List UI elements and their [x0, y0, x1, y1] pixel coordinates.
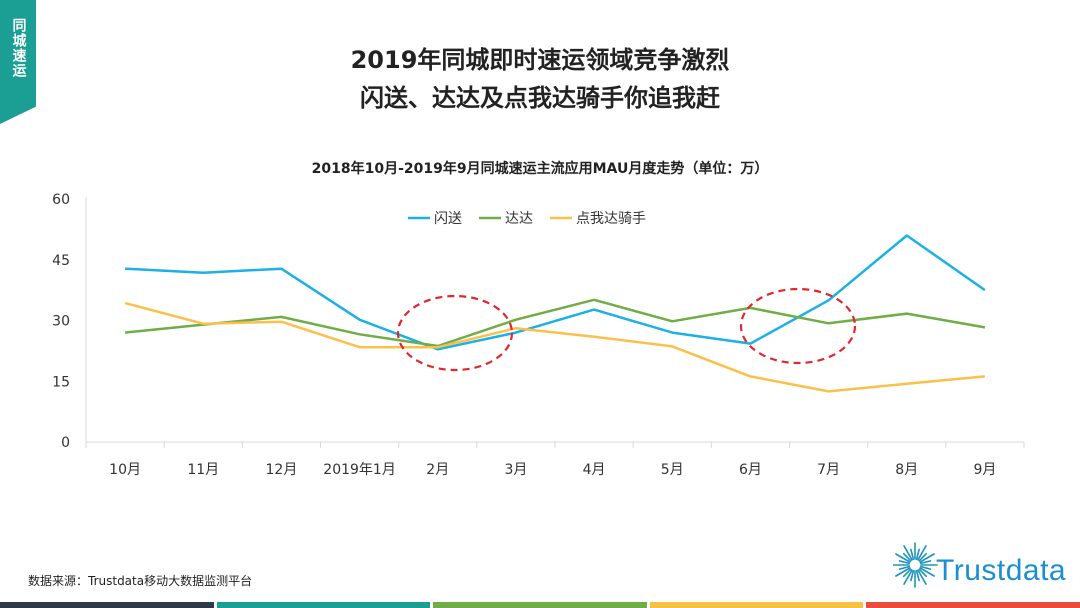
x-tick-label: 12月: [266, 462, 298, 478]
x-tick-label: 4月: [583, 462, 606, 478]
bar-segment-2: [216, 602, 431, 608]
x-tick-label: 6月: [739, 462, 762, 478]
x-tick-label: 9月: [973, 462, 996, 478]
series-line-达达: [124, 298, 986, 348]
x-tick-label: 3月: [504, 462, 527, 478]
y-tick-label: 15: [52, 374, 70, 390]
legend-label: 点我达骑手: [576, 211, 646, 227]
series-line-点我达骑手: [124, 301, 986, 393]
trustdata-logo-icon: [893, 542, 938, 588]
x-tick-label: 11月: [187, 462, 219, 478]
x-tick-label: 2019年1月: [323, 462, 396, 478]
bar-segment-4: [649, 602, 864, 608]
x-tick-label: 2月: [426, 462, 449, 478]
bar-segment-3: [433, 602, 647, 608]
section-tab-label: 同城速运: [10, 18, 27, 78]
bar-segment-1: [0, 602, 214, 608]
y-tick-label: 0: [61, 435, 70, 451]
x-tick-label: 8月: [895, 462, 918, 478]
legend-label: 闪送: [434, 211, 462, 227]
y-tick-label: 45: [52, 253, 70, 269]
legend-label: 达达: [505, 211, 533, 227]
section-tab: 同城速运: [0, 0, 36, 124]
page-title-line2: 闪送、达达及点我达骑手你追我赶: [360, 84, 720, 112]
x-tick-label: 5月: [661, 462, 684, 478]
x-tick-label: 7月: [817, 462, 840, 478]
y-tick-label: 30: [52, 314, 70, 330]
page-title-line1: 2019年同城即时速运领域竞争激烈: [350, 46, 730, 74]
data-source-note: 数据来源：Trustdata移动大数据监测平台: [28, 574, 253, 588]
bar-segment-5: [866, 602, 1080, 608]
bottom-color-bar: [0, 602, 1080, 608]
chart-title: 2018年10月-2019年9月同城速运主流应用MAU月度走势（单位：万）: [311, 161, 769, 177]
highlight-ellipse: [396, 294, 514, 372]
highlight-ellipse: [739, 287, 857, 365]
x-tick-label: 10月: [109, 462, 141, 478]
series-line-闪送: [125, 234, 986, 351]
trustdata-logo-text: Trustdata: [936, 554, 1067, 587]
y-tick-label: 60: [52, 192, 70, 208]
